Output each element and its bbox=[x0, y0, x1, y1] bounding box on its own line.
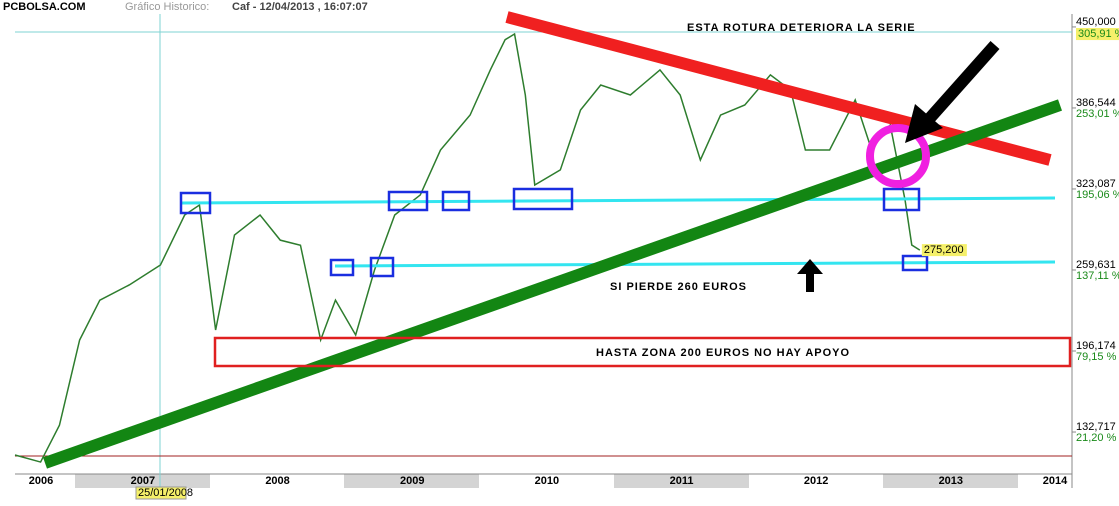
site: PCBOLSA.COM bbox=[3, 1, 86, 13]
cursor-label-box bbox=[135, 486, 187, 500]
pct-marker-label: 305,91 % bbox=[1078, 28, 1119, 40]
break-circle bbox=[866, 124, 930, 188]
y2-tick-label: 21,20 % bbox=[1076, 432, 1117, 444]
x-tick-label: 2014 bbox=[1043, 475, 1068, 487]
y-tick-label: 196,174 bbox=[1076, 340, 1116, 352]
y2-tick-label: 137,11 % bbox=[1076, 270, 1119, 282]
y2-tick-label: 79,15 % bbox=[1076, 351, 1117, 363]
y-tick-label: 323,087 bbox=[1076, 178, 1116, 190]
year-band bbox=[614, 474, 749, 488]
year-bands bbox=[75, 474, 1018, 488]
y-tick-label: 450,000 bbox=[1076, 16, 1116, 28]
box bbox=[882, 187, 921, 212]
x-tick-label: 2013 bbox=[939, 475, 963, 487]
x-tick-label: 2012 bbox=[804, 475, 828, 487]
header-label: Gráfico Historico: bbox=[125, 1, 209, 13]
box bbox=[369, 256, 395, 278]
price-line bbox=[14, 32, 921, 463]
box bbox=[512, 187, 574, 211]
year-band bbox=[75, 474, 210, 488]
y-tick-label: 386,544 bbox=[1076, 97, 1116, 109]
y-tick-label: 132,717 bbox=[1076, 421, 1116, 433]
value-marker bbox=[921, 244, 967, 257]
annotation: HASTA ZONA 200 EUROS NO HAY APOYO bbox=[596, 347, 850, 359]
year-band bbox=[344, 474, 479, 488]
box bbox=[387, 190, 429, 212]
arrow-shaft bbox=[806, 272, 814, 292]
annotation: ESTA ROTURA DETERIORA LA SERIE bbox=[687, 22, 916, 34]
x-tick-label: 2010 bbox=[535, 475, 559, 487]
box bbox=[441, 190, 471, 212]
arrow-head bbox=[797, 259, 823, 274]
cursor-label: 25/01/2008 bbox=[138, 487, 193, 499]
zone-box bbox=[213, 336, 1072, 368]
ticker: Caf - 12/04/2013 , 16:07:07 bbox=[232, 1, 368, 13]
value-marker-label: 275,200 bbox=[924, 244, 964, 256]
year-band bbox=[883, 474, 1018, 488]
support-line bbox=[334, 260, 1056, 268]
arrow-head bbox=[905, 104, 943, 143]
annotation: SI PIERDE 260 EUROS bbox=[610, 281, 747, 293]
box bbox=[329, 258, 355, 277]
overlays: ESTA ROTURA DETERIORA LA SERIE SI PIERDE… bbox=[43, 11, 1072, 500]
x-tick-label: 2007 bbox=[131, 475, 155, 487]
plot bbox=[14, 32, 921, 463]
arrow-shaft bbox=[925, 41, 1000, 122]
pct-marker bbox=[1076, 28, 1119, 41]
box bbox=[179, 191, 212, 215]
box bbox=[901, 254, 929, 272]
x-tick-label: 2011 bbox=[670, 475, 694, 487]
support-line bbox=[179, 196, 1056, 205]
x-tick-label: 2006 bbox=[29, 475, 53, 487]
x-tick-label: 2009 bbox=[400, 475, 424, 487]
y-tick-label: 259,631 bbox=[1076, 259, 1116, 271]
y2-tick-label: 253,01 % bbox=[1076, 108, 1119, 120]
support-trend bbox=[43, 99, 1062, 469]
x-tick-label: 2008 bbox=[265, 475, 289, 487]
y2-tick-label: 195,06 % bbox=[1076, 189, 1119, 201]
